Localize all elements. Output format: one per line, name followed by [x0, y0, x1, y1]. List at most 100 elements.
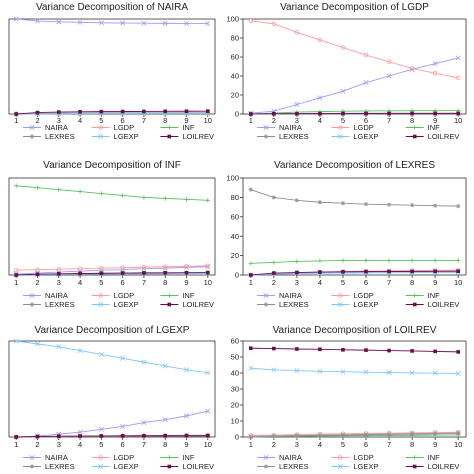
legend-label: LGEXP — [114, 300, 139, 309]
legend-marker — [263, 302, 269, 307]
x-tick-label: 1 — [14, 440, 18, 449]
y-tick-label: 0 — [235, 110, 239, 119]
x-tick-label: 8 — [410, 278, 414, 287]
x-tick-label: 7 — [387, 278, 391, 287]
data-point — [163, 433, 168, 438]
y-tick-label: 60 — [231, 53, 239, 62]
data-point — [205, 198, 210, 203]
data-point — [456, 269, 460, 274]
data-point — [432, 431, 438, 436]
data-point — [205, 109, 210, 113]
legend-marker — [98, 125, 103, 130]
data-point — [294, 102, 300, 107]
legend-marker — [98, 293, 103, 298]
data-point — [455, 55, 461, 61]
legend-item: LGEXP — [331, 300, 378, 309]
data-point — [433, 269, 437, 274]
legend-marker — [263, 455, 269, 460]
data-point — [162, 363, 168, 369]
chart-panel: Variance Decomposition of LEXRES 0 20 40 60 8… — [226, 160, 467, 309]
data-point — [205, 21, 211, 27]
series-line — [250, 367, 459, 374]
x-tick-label: 10 — [204, 278, 212, 287]
legend-item: LEXRES — [23, 132, 75, 141]
data-point — [99, 191, 104, 196]
plot-frame — [242, 177, 467, 276]
data-point — [78, 271, 82, 276]
data-point — [120, 20, 126, 26]
data-point — [163, 109, 168, 114]
legend-marker — [338, 125, 343, 130]
series-line — [16, 435, 208, 438]
x-tick-label: 2 — [272, 440, 276, 449]
data-point — [294, 198, 300, 203]
chart-panel: Variance Decomposition of LGDP 0 20 40 60 80 1… — [226, 2, 467, 141]
legend-marker — [263, 134, 269, 139]
legend-label: LEXRES — [279, 462, 309, 471]
x-tick-label: 8 — [163, 440, 167, 449]
x-tick-label: 8 — [163, 278, 167, 287]
plot-frame — [242, 340, 467, 438]
data-point — [13, 16, 19, 22]
data-point — [318, 111, 322, 116]
data-point — [120, 434, 125, 438]
legend: NAIRA LGDP INF LEXRES LGEXP LOILREV — [23, 291, 214, 309]
data-point — [205, 270, 210, 275]
y-tick-label: 40 — [231, 72, 239, 81]
data-point — [14, 273, 19, 277]
data-point — [409, 258, 415, 263]
legend-label: LEXRES — [45, 300, 75, 309]
legend: NAIRA LGDP INF LEXRES LGEXP LOILREV — [23, 453, 214, 471]
data-point — [387, 348, 391, 353]
data-point — [77, 189, 83, 194]
series-line — [16, 266, 208, 275]
data-point — [99, 266, 104, 271]
data-point — [363, 432, 369, 437]
series-loilrev — [14, 433, 210, 439]
data-point — [432, 370, 438, 376]
x-tick-label: 5 — [99, 440, 103, 449]
legend-marker — [412, 293, 417, 298]
legend-marker — [29, 125, 35, 130]
series-line — [250, 57, 459, 114]
y-tick-label: 30 — [231, 385, 239, 394]
legend-item: NAIRA — [257, 453, 302, 462]
plot-frame — [8, 18, 216, 115]
x-tick-label: 7 — [387, 440, 391, 449]
legend-item: INF — [160, 453, 195, 462]
legend-item: LGEXP — [331, 462, 378, 471]
legend-marker — [167, 455, 172, 460]
legend-item: LOILREV — [405, 462, 459, 471]
x-tick-label: 6 — [364, 278, 368, 287]
data-point — [456, 350, 460, 354]
legend-item: LOILREV — [160, 462, 214, 471]
x-tick-label: 1 — [249, 278, 253, 287]
data-point — [386, 370, 392, 376]
legend-label: INF — [428, 291, 441, 300]
data-point — [35, 272, 40, 277]
legend-label: LGDP — [353, 453, 373, 462]
data-point — [205, 263, 210, 268]
x-tick-label: 9 — [184, 278, 188, 287]
series-line — [16, 185, 208, 201]
y-tick-label: 20 — [231, 401, 239, 410]
data-point — [456, 111, 460, 116]
data-point — [387, 269, 391, 274]
series-naira — [13, 16, 211, 27]
legend-marker — [98, 134, 104, 139]
y-tick-label: 40 — [231, 232, 239, 241]
x-tick-label: 9 — [433, 440, 437, 449]
series-line — [250, 112, 459, 115]
data-point — [318, 270, 322, 274]
x-tick-label: 7 — [387, 116, 391, 125]
data-point — [295, 347, 299, 351]
series-line — [250, 271, 459, 276]
chart-panel: Variance Decomposition of LGEXP 1 2 3 4 5 6 7 8 9… — [8, 325, 216, 471]
data-point — [432, 70, 438, 76]
x-tick-label: 1 — [14, 116, 18, 125]
chart-panel: Variance Decomposition of INF 1 2 3 4 5 6 7 8 9 10… — [8, 160, 216, 309]
legend-item: NAIRA — [23, 123, 68, 132]
series-line — [250, 189, 459, 207]
legend-label: LGDP — [353, 123, 373, 132]
data-point — [56, 344, 62, 350]
